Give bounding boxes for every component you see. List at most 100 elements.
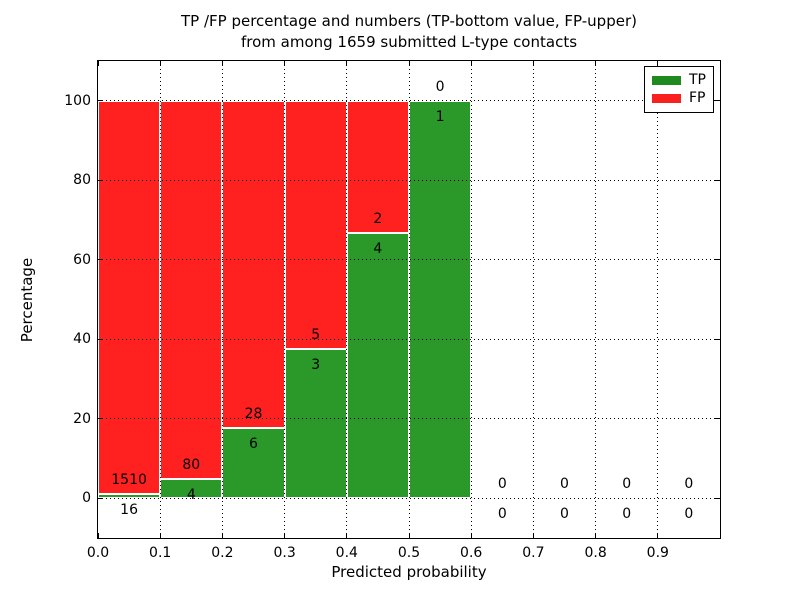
fp-count-label-2: 28 xyxy=(244,406,263,423)
bar-tp-segment-0 xyxy=(98,494,161,499)
x-axis-tick xyxy=(284,533,286,538)
fp-legend-swatch xyxy=(652,94,681,103)
x-tick-label: 0.3 xyxy=(273,545,296,561)
y-axis-tick-right xyxy=(715,179,720,181)
bar-fp-segment-4 xyxy=(346,100,409,234)
bar-fp-segment-3 xyxy=(284,100,347,350)
x-axis-tick-top xyxy=(97,61,99,66)
x-axis-label: Predicted probability xyxy=(331,563,487,581)
fp-count-label-4: 2 xyxy=(373,211,383,228)
y-axis-tick xyxy=(98,418,103,420)
fp-count-label-0: 1510 xyxy=(111,472,147,489)
fp-count-label-9: 0 xyxy=(684,476,694,493)
y-axis-tick xyxy=(98,497,103,499)
bar-tp-segment-5 xyxy=(409,100,472,499)
tp-count-label-0: 16 xyxy=(120,501,139,518)
chart-title-line1: TP /FP percentage and numbers (TP-bottom… xyxy=(181,12,637,30)
plot-area: TP FP 1510 16 80 4 28 6 5 3 2 4 0 1 0 0 0 0 0 0 0 0 xyxy=(97,60,721,539)
x-axis-tick-top xyxy=(284,61,286,66)
tp-count-label-6: 0 xyxy=(497,506,507,523)
gridline-vertical xyxy=(346,61,348,538)
tp-legend-swatch xyxy=(652,76,681,85)
x-axis-tick-top xyxy=(408,61,410,66)
tp-count-label-7: 0 xyxy=(560,506,569,523)
x-tick-label: 0.0 xyxy=(86,545,110,561)
y-axis-tick xyxy=(98,338,103,340)
tp-count-label-9: 0 xyxy=(684,506,694,523)
y-axis-tick xyxy=(98,100,103,102)
y-tick-label: 20 xyxy=(73,410,91,427)
y-axis-tick-right xyxy=(715,418,720,420)
x-tick-label: 0.4 xyxy=(335,545,358,561)
gridline-vertical xyxy=(284,61,286,538)
gridline-vertical xyxy=(595,61,597,538)
x-axis-tick-top xyxy=(346,61,348,66)
gridline-horizontal xyxy=(98,418,720,420)
y-axis-label: Percentage xyxy=(18,257,36,343)
y-tick-label: 60 xyxy=(73,251,91,268)
x-tick-label: 0.5 xyxy=(397,545,421,561)
y-axis-tick-right xyxy=(715,497,720,499)
fp-count-label-1: 80 xyxy=(182,457,201,474)
x-axis-tick-top xyxy=(470,61,472,66)
x-axis-tick xyxy=(159,533,161,538)
bar-fp-segment-0 xyxy=(98,100,161,495)
x-tick-label: 0.2 xyxy=(211,545,234,561)
x-tick-label: 0.8 xyxy=(584,545,607,561)
chart-title: TP /FP percentage and numbers (TP-bottom… xyxy=(97,11,721,53)
legend-entry-tp: TP xyxy=(652,72,706,89)
legend-entry-fp: FP xyxy=(652,90,706,107)
x-axis-tick-top xyxy=(595,61,597,66)
y-axis-tick xyxy=(98,179,103,181)
bar-fp-segment-1 xyxy=(160,100,223,480)
x-axis-tick-top xyxy=(532,61,534,66)
bar-tp-segment-3 xyxy=(284,349,347,499)
legend: TP FP xyxy=(644,66,714,113)
x-tick-label: 0.7 xyxy=(522,545,545,561)
x-axis-tick-top xyxy=(159,61,161,66)
y-axis-tick-right xyxy=(715,259,720,261)
x-axis-tick xyxy=(346,533,348,538)
x-axis-tick xyxy=(97,533,99,538)
tp-count-label-4: 4 xyxy=(373,241,383,258)
gridline-vertical xyxy=(159,61,161,538)
bar-tp-segment-2 xyxy=(222,428,285,499)
x-axis-tick xyxy=(595,533,597,538)
fp-legend-label: FP xyxy=(689,90,706,106)
x-axis-tick-top xyxy=(657,61,659,66)
gridline-vertical xyxy=(532,61,534,538)
x-tick-label: 0.6 xyxy=(460,545,483,561)
fp-count-label-5: 0 xyxy=(435,78,445,95)
x-axis-tick xyxy=(657,533,659,538)
y-tick-label: 80 xyxy=(73,172,91,189)
y-axis-tick xyxy=(98,259,103,261)
gridline-horizontal xyxy=(98,259,720,261)
gridline-horizontal xyxy=(98,338,720,340)
bar-tp-segment-4 xyxy=(346,233,409,499)
tp-count-label-3: 3 xyxy=(311,357,321,374)
tp-legend-label: TP xyxy=(689,72,706,88)
y-tick-label: 40 xyxy=(73,331,91,348)
gridline-vertical xyxy=(221,61,223,538)
tp-count-label-5: 1 xyxy=(435,108,445,125)
x-tick-label: 0.1 xyxy=(149,545,172,561)
gridline-horizontal xyxy=(98,179,720,181)
chart-title-line2: from among 1659 submitted L-type contact… xyxy=(240,33,578,51)
y-tick-label: 0 xyxy=(82,490,91,507)
fp-count-label-6: 0 xyxy=(497,476,507,493)
gridline-horizontal xyxy=(98,497,720,499)
x-tick-label: 0.9 xyxy=(646,545,669,561)
x-axis-tick xyxy=(470,533,472,538)
fp-count-label-8: 0 xyxy=(622,476,632,493)
fp-count-label-3: 5 xyxy=(311,327,321,344)
tp-count-label-8: 0 xyxy=(622,506,632,523)
fp-count-label-7: 0 xyxy=(560,476,569,493)
tp-count-label-2: 6 xyxy=(249,436,258,452)
x-axis-tick-top xyxy=(221,61,223,66)
x-axis-tick xyxy=(221,533,223,538)
x-axis-tick xyxy=(408,533,410,538)
x-axis-tick xyxy=(532,533,534,538)
gridline-horizontal xyxy=(98,100,720,102)
bar-fp-segment-2 xyxy=(222,100,285,429)
